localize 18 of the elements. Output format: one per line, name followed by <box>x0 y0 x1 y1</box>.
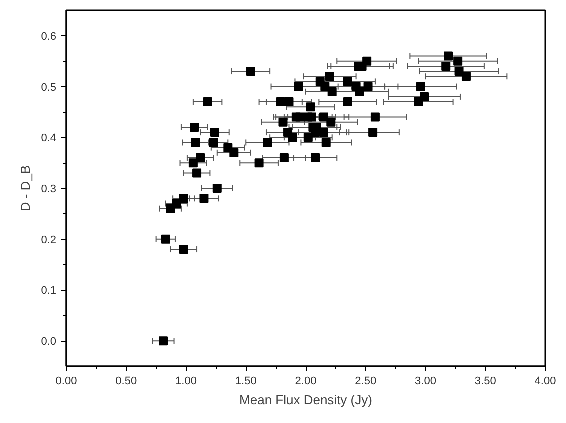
x-tick-label: 3.00 <box>415 376 436 388</box>
y-tick-label: 0.0 <box>41 336 57 348</box>
y-axis-title: D - D_B <box>18 165 34 212</box>
y-tick-label: 0.3 <box>41 184 57 196</box>
y-tick-label: 0.5 <box>41 82 57 94</box>
x-axis-title: Mean Flux Density (Jy) <box>240 392 372 408</box>
x-tick-label: 2.50 <box>355 376 377 388</box>
x-tick-label: 1.50 <box>235 376 257 388</box>
x-tick-label: 2.00 <box>295 376 317 388</box>
x-tick-label: 1.00 <box>176 376 197 388</box>
y-tick-label: 0.1 <box>41 285 57 298</box>
x-tick-label: 4.00 <box>534 376 556 388</box>
y-tick-label: 0.2 <box>41 234 57 246</box>
x-tick-label: 0.50 <box>116 376 138 388</box>
x-tick-label: 3.50 <box>474 376 496 388</box>
y-tick-label: 0.6 <box>41 30 57 43</box>
x-tick-label: 0.00 <box>56 376 78 388</box>
y-tick-label: 0.4 <box>41 132 57 145</box>
